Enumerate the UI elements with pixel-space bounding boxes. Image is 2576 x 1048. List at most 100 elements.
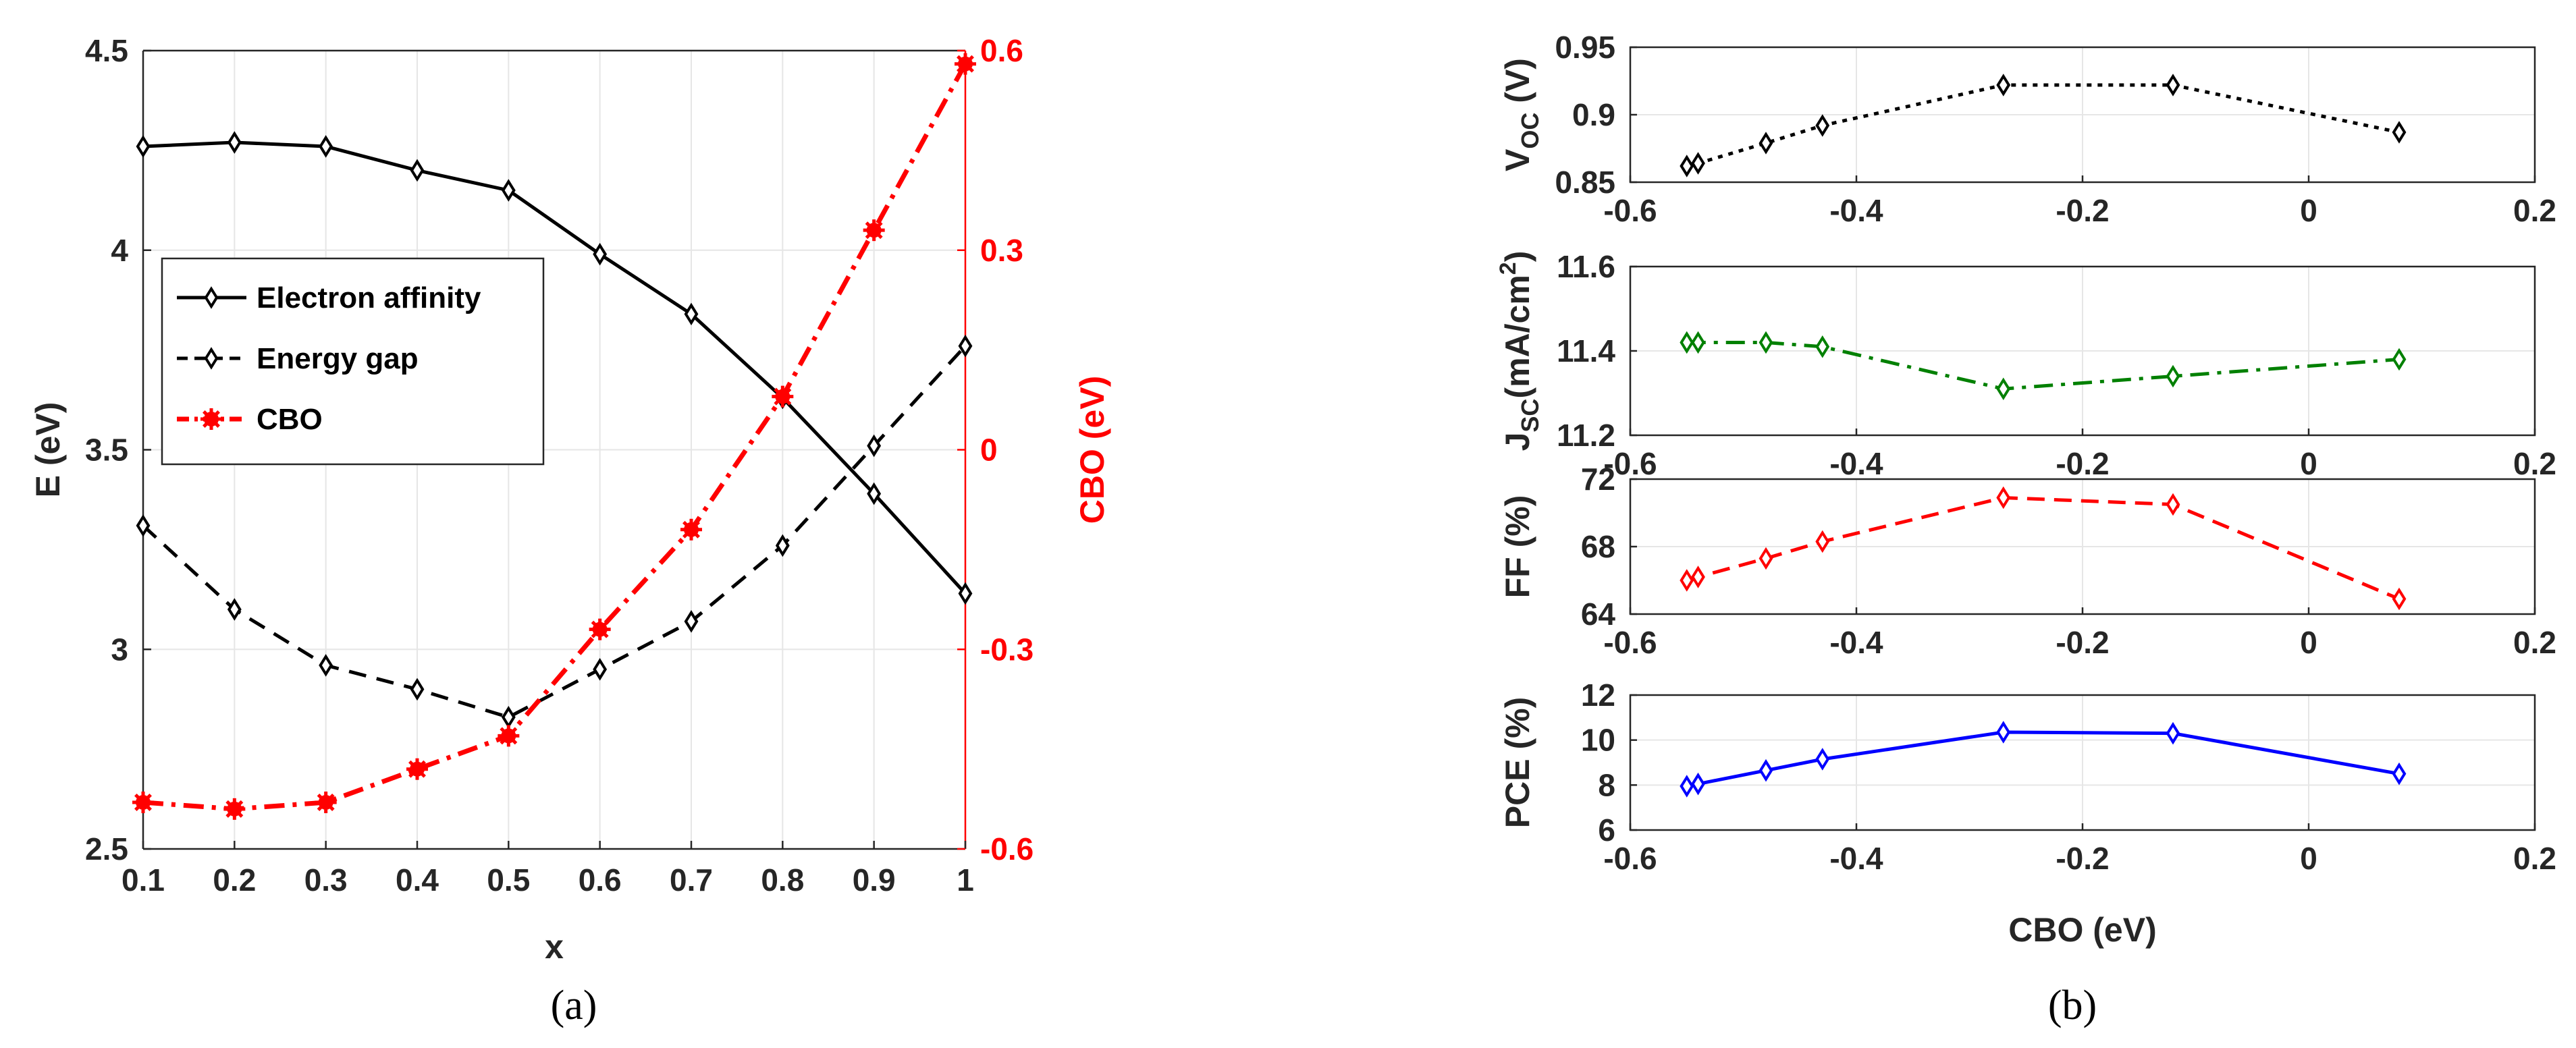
data-point — [1680, 331, 1694, 354]
y-right-tick-label: -0.3 — [980, 632, 1034, 667]
data-point — [1691, 331, 1705, 354]
y-right-tick-label: 0 — [980, 433, 998, 468]
y-tick-label: 10 — [1581, 723, 1615, 758]
x-tick-label: -0.6 — [1603, 841, 1657, 876]
data-point — [684, 610, 699, 633]
x-tick-label: 0.6 — [579, 862, 622, 898]
data-point — [501, 179, 516, 202]
data-point — [319, 135, 333, 158]
x-tick-label: 0.2 — [2513, 446, 2556, 481]
caption-b: (b) — [2048, 983, 2097, 1028]
x-tick-label: -0.4 — [1829, 625, 1883, 660]
y-tick-label: 11.6 — [1557, 249, 1615, 284]
x-tick-label: -0.2 — [2056, 625, 2109, 660]
data-point — [2392, 121, 2407, 144]
data-point — [136, 135, 151, 158]
data-point — [410, 159, 425, 182]
x-tick-label: 0 — [2300, 193, 2317, 228]
series-line-cbo — [142, 63, 968, 812]
data-point — [227, 131, 242, 154]
data-point — [2166, 74, 2180, 96]
data-point — [2166, 493, 2180, 516]
data-point — [1815, 114, 1830, 137]
data-point — [1996, 486, 2011, 509]
series-line-electron-affinity — [142, 140, 967, 595]
x-tick-label: 0 — [2300, 841, 2317, 876]
data-point — [315, 791, 337, 813]
y-tick-label: 12 — [1581, 678, 1615, 713]
legend-marker — [204, 286, 219, 309]
legend-label: Electron affinity — [257, 281, 481, 314]
y-tick-label: 4 — [111, 233, 128, 268]
x-tick-label: 0.2 — [213, 862, 256, 898]
data-point — [1691, 152, 1705, 175]
data-point — [1759, 132, 1773, 155]
y-tick-label: 64 — [1581, 597, 1616, 632]
data-point — [1759, 547, 1773, 570]
x-tick-label: 0.1 — [122, 862, 165, 898]
data-point — [1680, 569, 1694, 592]
panel-jsc: -0.6 -0.4 -0.2 0 0.2 11.2 11.4 11.6 JSC(mA/cm2) — [1495, 249, 2556, 481]
y-tick-label: 11.2 — [1557, 418, 1615, 453]
data-point — [958, 334, 973, 358]
data-point — [501, 706, 516, 729]
y-tick-label: 0.9 — [1572, 97, 1615, 132]
data-point — [867, 482, 882, 505]
data-point — [2392, 587, 2407, 611]
y-axis-label-voc: VOC (V) — [1499, 58, 1544, 171]
x-tick-label: 0.2 — [2513, 841, 2556, 876]
data-point — [1759, 759, 1773, 782]
y-tick-label: 2.5 — [85, 831, 128, 866]
series-line-ff — [1686, 495, 2400, 601]
x-tick-label: 0.9 — [853, 862, 896, 898]
panel-pce: -0.6 -0.4 -0.2 0 0.2 6 8 10 12 PCE (%) — [1499, 678, 2556, 876]
y-tick-label: 3 — [111, 632, 128, 667]
chart-a: 0.1 0.2 0.3 0.4 0.5 0.6 0.7 0.8 0.9 1 2.5 3 3.5 4 4.5 -… — [29, 33, 1111, 966]
data-point — [2392, 348, 2407, 371]
y-axis-label-ff: FF (%) — [1499, 495, 1536, 599]
data-point — [1996, 74, 2011, 96]
y-tick-label: 11.4 — [1557, 333, 1615, 368]
data-point — [2392, 762, 2407, 785]
panel-voc: -0.6 -0.4 -0.2 0 0.2 0.85 0.9 0.95 VOC (V) — [1499, 30, 2556, 228]
series-line-jsc — [1686, 341, 2400, 391]
x-tick-label: 0.5 — [487, 862, 530, 898]
data-point — [867, 434, 882, 458]
data-point — [132, 791, 154, 813]
x-tick-label: -0.6 — [1603, 446, 1657, 481]
data-point — [2166, 721, 2180, 745]
data-point — [1691, 566, 1705, 588]
y-tick-label: 68 — [1581, 529, 1615, 564]
data-point — [406, 758, 428, 780]
x-tick-label: 0.3 — [304, 862, 348, 898]
y-tick-label: 6 — [1598, 812, 1615, 848]
data-point — [863, 219, 885, 242]
x-tick-label: -0.6 — [1603, 193, 1657, 228]
legend-box — [161, 257, 545, 466]
panel-ff: -0.6 -0.4 -0.2 0 0.2 64 68 72 FF (%) — [1499, 462, 2556, 660]
x-axis-label: x — [545, 928, 564, 966]
y-tick-label: 72 — [1581, 462, 1615, 497]
data-point — [589, 618, 611, 640]
x-tick-label: 0.7 — [670, 862, 713, 898]
y-tick-label: 0.95 — [1555, 30, 1615, 65]
x-tick-label: 0.4 — [396, 862, 439, 898]
data-point — [1815, 748, 1830, 771]
x-tick-label: 0 — [2300, 625, 2317, 660]
x-tick-label: -0.4 — [1829, 446, 1883, 481]
x-tick-label: -0.2 — [2056, 446, 2109, 481]
legend-marker — [204, 347, 219, 370]
x-tick-label: -0.4 — [1829, 841, 1883, 876]
y-right-tick-label: 0.3 — [980, 233, 1023, 268]
data-point — [958, 582, 973, 605]
x-tick-label: -0.2 — [2056, 841, 2109, 876]
y-axis-label: E (eV) — [29, 402, 67, 498]
data-point — [1996, 721, 2011, 744]
legend-label: CBO — [257, 403, 323, 436]
data-point — [1815, 530, 1830, 553]
data-point — [498, 725, 520, 747]
x-axis-label: CBO (eV) — [2008, 911, 2156, 949]
y-right-tick-label: 0.6 — [980, 33, 1023, 68]
